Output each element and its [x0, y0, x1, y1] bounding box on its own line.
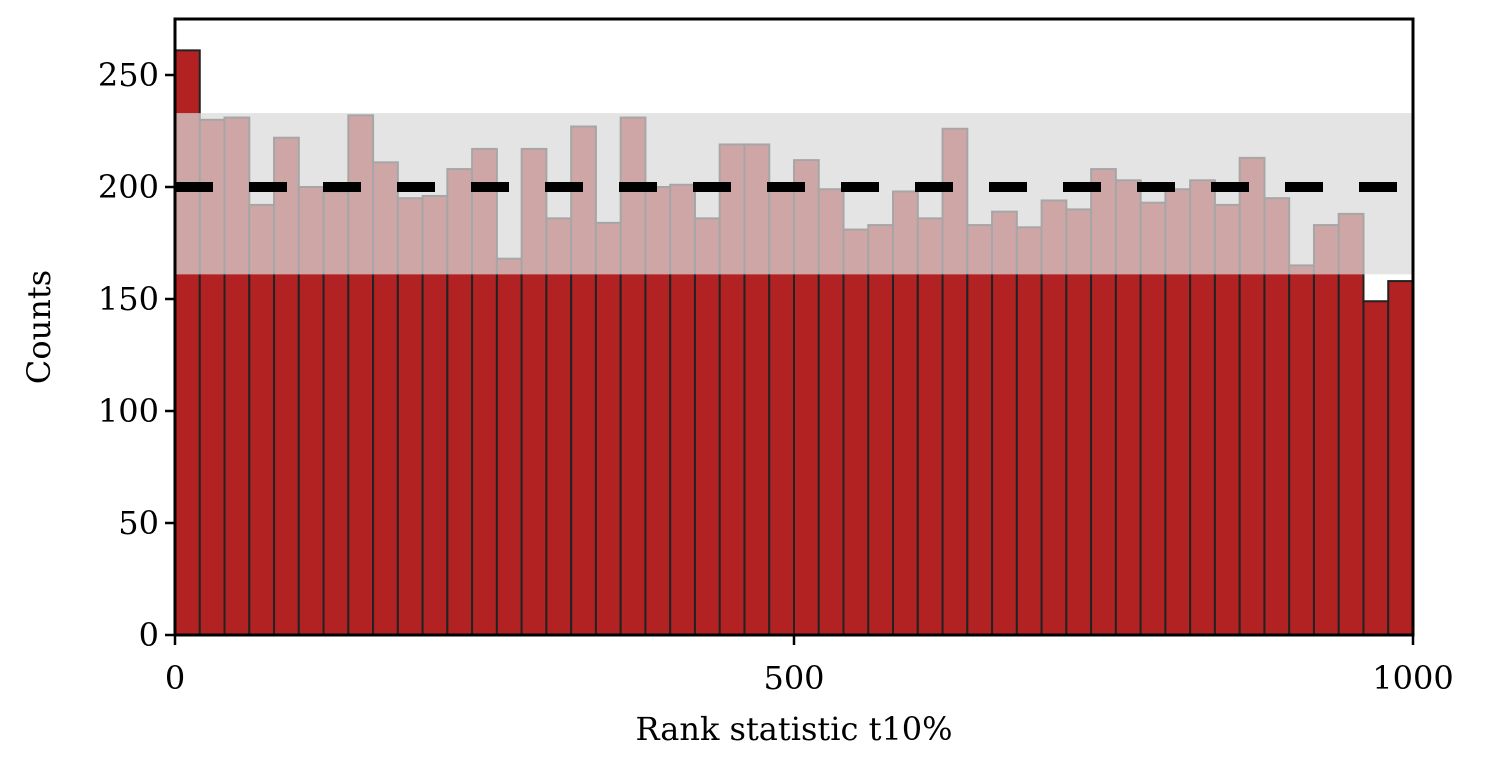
- y-tick-label: 150: [98, 280, 159, 318]
- histogram-bar: [1015, 226, 1043, 636]
- x-tick-label: 1000: [1372, 659, 1453, 697]
- y-tick-label: 250: [98, 56, 159, 94]
- histogram-bar: [495, 257, 523, 636]
- histogram-bar: [1288, 264, 1315, 636]
- histogram-bar: [842, 228, 870, 636]
- histogram-bar: [867, 224, 895, 637]
- histogram-bar: [1387, 280, 1414, 636]
- histogram-bar: [545, 217, 573, 637]
- histogram-bar: [916, 217, 944, 637]
- y-axis-label: Counts: [20, 270, 58, 384]
- x-axis-label: Rank statistic t10%: [635, 710, 952, 748]
- histogram-bar: [1065, 208, 1093, 636]
- histogram-bar: [1337, 212, 1365, 636]
- histogram-bar: [966, 224, 994, 637]
- histogram-bar: [991, 210, 1018, 636]
- histogram-bar: [1362, 300, 1390, 636]
- histogram-bar: [693, 217, 721, 637]
- plot-area: 0 50 100 150 200 250 0 500 1000: [98, 17, 1454, 697]
- y-tick-label: 50: [118, 504, 159, 542]
- x-tick-label: 0: [165, 659, 185, 697]
- y-tick-label: 200: [98, 168, 159, 206]
- y-tick-label: 0: [139, 616, 159, 654]
- expected-range-band: [175, 113, 1413, 275]
- histogram-bar: [594, 221, 622, 636]
- histogram-bar: [1312, 224, 1340, 637]
- x-tick-label: 500: [763, 659, 824, 697]
- y-tick-label: 100: [98, 392, 159, 430]
